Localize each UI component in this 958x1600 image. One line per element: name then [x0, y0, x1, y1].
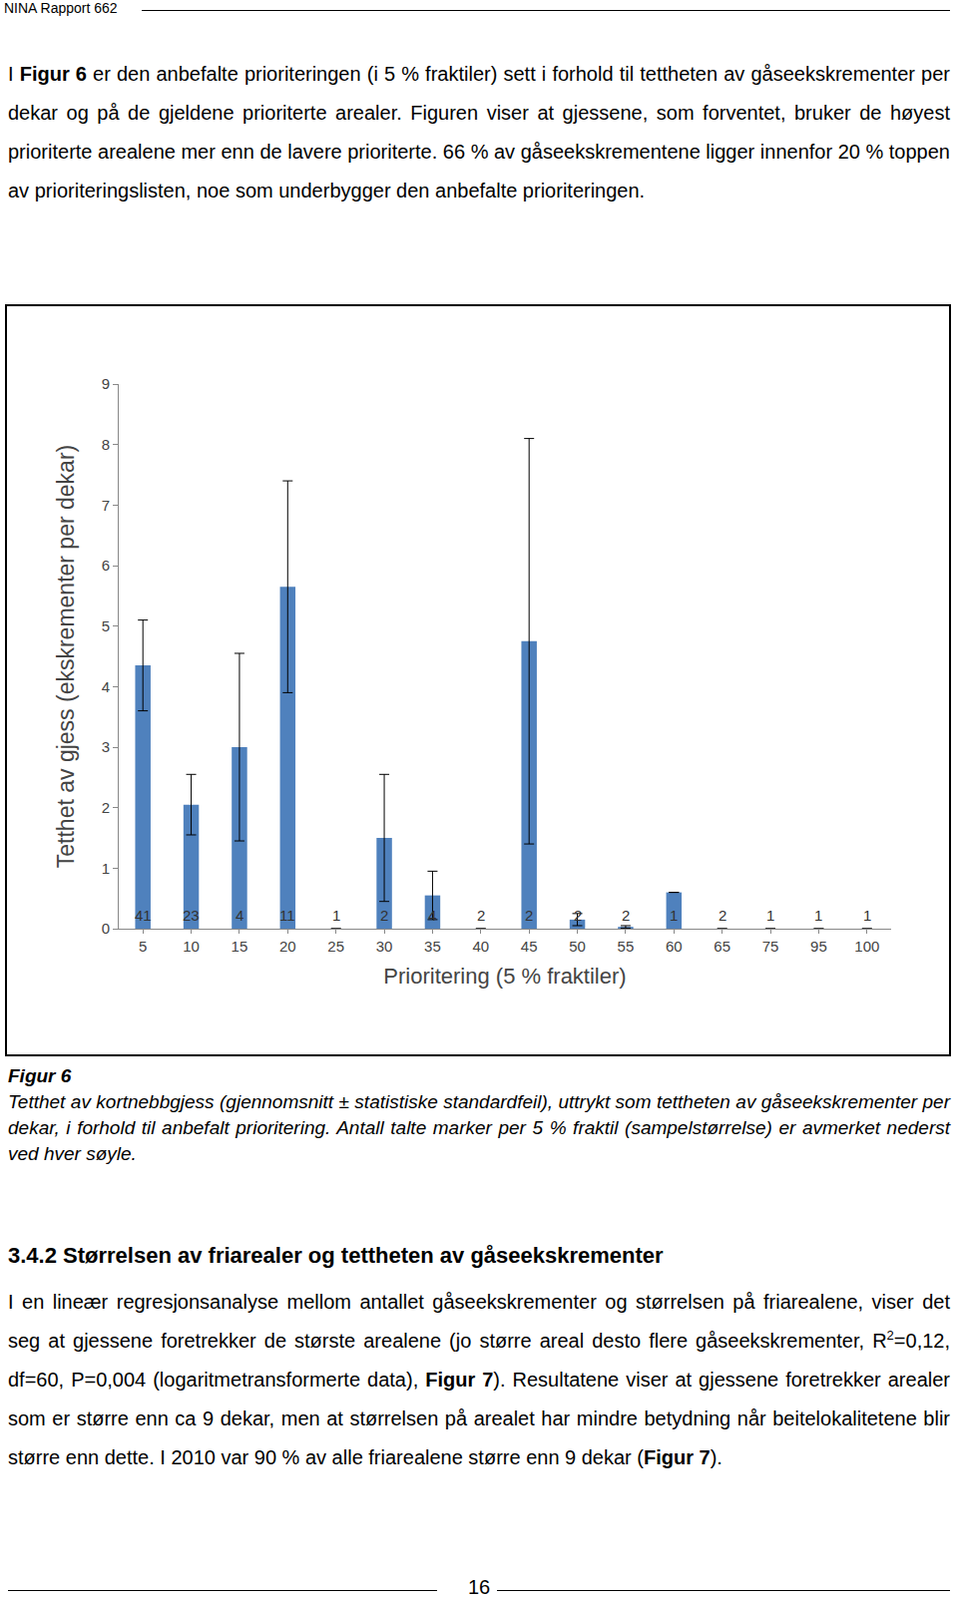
svg-text:Tetthet av gjess (ekskrementer: Tetthet av gjess (ekskrementer per dekar…	[52, 445, 79, 869]
html-text:Tetthet av kortnebbgjess (gjen: Tetthet av kortnebbgjess (gjennomsnitt ±…	[7, 1091, 951, 1165]
svg-text:60: 60	[665, 938, 683, 956]
svg-text:40: 40	[472, 938, 489, 956]
svg-text:11: 11	[279, 907, 296, 925]
svg-text:4: 4	[235, 907, 244, 925]
html-text:16: 16	[467, 1576, 491, 1599]
svg-text:Prioritering (5 % fraktiler): Prioritering (5 % fraktiler)	[383, 963, 626, 989]
svg-text:41: 41	[134, 907, 152, 925]
svg-text:25: 25	[327, 938, 345, 956]
svg-text:2: 2	[477, 907, 485, 925]
svg-text:55: 55	[617, 938, 635, 956]
svg-text:7: 7	[101, 496, 110, 514]
svg-text:9: 9	[101, 375, 110, 393]
svg-text:1: 1	[101, 860, 110, 878]
svg-text:20: 20	[279, 938, 297, 956]
svg-text:0: 0	[101, 920, 110, 938]
svg-text:5: 5	[101, 617, 110, 635]
svg-text:1: 1	[814, 907, 823, 925]
svg-text:35: 35	[424, 938, 442, 956]
svg-text:2: 2	[573, 907, 582, 925]
svg-text:1: 1	[332, 907, 341, 925]
svg-text:1: 1	[863, 907, 872, 925]
svg-text:8: 8	[101, 436, 110, 454]
html-text:Figur 6: Figur 6	[7, 1065, 72, 1087]
svg-text:1: 1	[766, 907, 775, 925]
html-text:3.4.2 Størrelsen av friarealer: 3.4.2 Størrelsen av friarealer og tetthe…	[7, 1243, 664, 1269]
svg-text:2: 2	[718, 907, 727, 925]
svg-text:45: 45	[520, 938, 538, 956]
html-text:I Figur 6 er den anbefalte pri: I Figur 6 er den anbefalte prioriteringe…	[7, 62, 951, 202]
svg-text:2: 2	[621, 907, 630, 925]
svg-text:3: 3	[101, 738, 110, 756]
svg-text:4: 4	[428, 907, 437, 925]
html-text:I en lineær regresjonsanalyse: I en lineær regresjonsanalyse mellom ant…	[7, 1291, 951, 1469]
svg-text:2: 2	[380, 907, 389, 925]
html-text:NINA Rapport 662: NINA Rapport 662	[3, 0, 118, 16]
svg-text:75: 75	[762, 938, 780, 956]
svg-text:10: 10	[182, 938, 200, 956]
svg-text:30: 30	[376, 938, 394, 956]
svg-text:50: 50	[568, 938, 586, 956]
svg-text:2: 2	[524, 907, 533, 925]
svg-text:15: 15	[231, 938, 249, 956]
svg-text:4: 4	[101, 678, 110, 696]
svg-text:95: 95	[810, 938, 828, 956]
svg-text:100: 100	[854, 938, 880, 956]
svg-text:65: 65	[713, 938, 731, 956]
svg-text:2: 2	[101, 799, 110, 817]
svg-text:5: 5	[138, 938, 147, 956]
svg-text:23: 23	[182, 907, 200, 925]
svg-text:1: 1	[669, 907, 678, 925]
svg-text:6: 6	[101, 556, 110, 574]
